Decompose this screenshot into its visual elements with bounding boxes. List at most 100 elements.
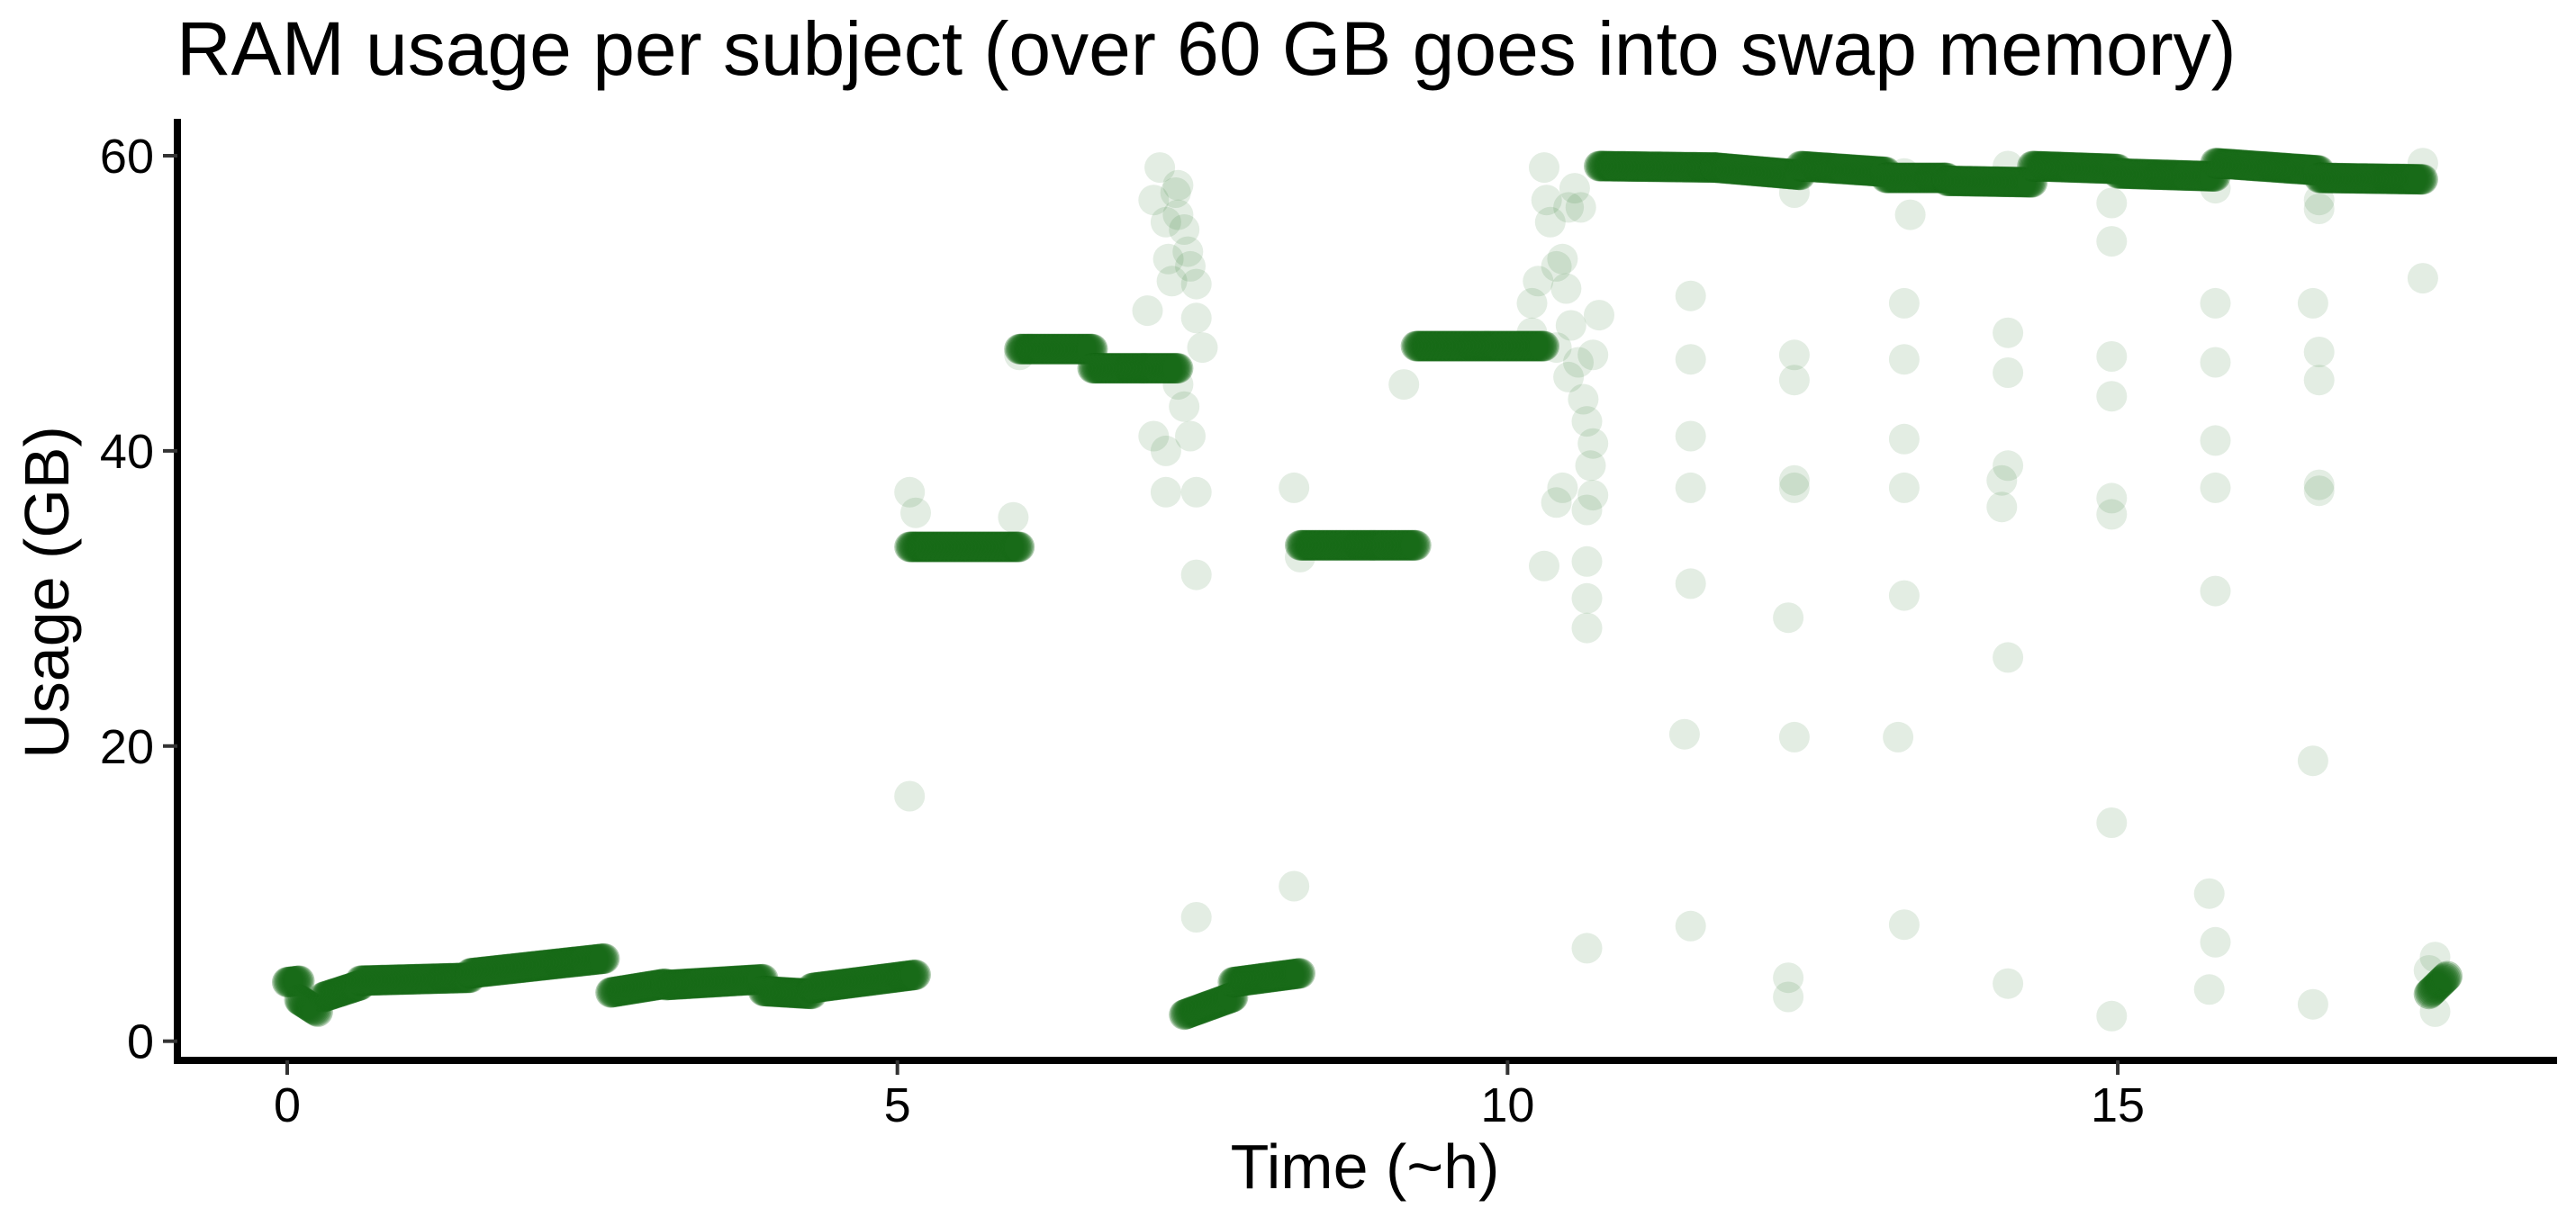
scatter-point <box>513 951 545 983</box>
scatter-point <box>455 962 486 994</box>
scatter-point <box>487 954 519 986</box>
scatter-point <box>690 967 721 998</box>
scatter-point <box>469 956 501 987</box>
scatter-point <box>2096 381 2128 412</box>
scatter-point <box>1675 420 1706 452</box>
scatter-point <box>637 970 668 1002</box>
scatter-point <box>423 963 455 995</box>
scatter-point <box>527 950 558 981</box>
scatter-point <box>400 963 431 995</box>
scatter-point <box>623 972 655 1004</box>
scatter-point <box>2096 807 2128 838</box>
scatter-point <box>627 971 658 1003</box>
scatter-point <box>429 963 460 994</box>
scatter-point <box>438 962 470 994</box>
scatter-point <box>479 955 511 987</box>
scatter-point <box>492 953 522 985</box>
scatter-point <box>391 964 422 996</box>
scatter-point <box>619 973 651 1005</box>
scatter-point <box>345 965 376 996</box>
scatter-point <box>601 976 632 1007</box>
scatter-point <box>497 953 529 985</box>
scatter-point <box>453 962 484 994</box>
scatter-point <box>476 955 508 987</box>
scatter-point <box>614 974 646 1005</box>
scatter-point <box>390 964 421 996</box>
scatter-point <box>574 944 606 976</box>
scatter-point <box>2303 337 2335 367</box>
scatter-point <box>657 969 689 1000</box>
scatter-point <box>1675 280 1706 311</box>
scatter-point <box>369 964 401 996</box>
scatter-point <box>400 963 431 995</box>
scatter-point <box>342 970 374 1002</box>
scatter-point <box>597 977 628 1008</box>
scatter-point <box>283 965 314 996</box>
scatter-point <box>1175 420 1206 452</box>
scatter-point <box>272 967 303 998</box>
scatter-point <box>1778 472 1810 503</box>
scatter-point <box>330 974 361 1005</box>
scatter-point <box>646 969 678 1000</box>
scatter-point <box>329 975 360 1006</box>
scatter-point <box>339 971 370 1003</box>
scatter-point <box>484 954 515 986</box>
scatter-point <box>430 962 462 994</box>
scatter-point <box>1516 317 1548 348</box>
scatter-point <box>623 972 655 1004</box>
scatter-point <box>2096 499 2128 530</box>
scatter-point <box>1675 344 1706 375</box>
scatter-point <box>455 958 486 989</box>
scatter-point <box>1547 472 1578 503</box>
scatter-point <box>1986 491 2018 523</box>
scatter-point <box>1162 369 1194 401</box>
scatter-point <box>321 977 353 1008</box>
scatter-point <box>284 965 315 996</box>
scatter-point <box>662 969 693 1000</box>
scatter-point <box>351 965 383 996</box>
scatter-point <box>310 981 340 1013</box>
scatter-point <box>550 947 581 978</box>
scatter-point <box>1888 287 1920 319</box>
scatter-point <box>606 975 637 1006</box>
scatter-point <box>643 969 673 1001</box>
scatter-point <box>541 948 573 979</box>
scatter-point <box>410 963 441 995</box>
scatter-point <box>635 970 666 1002</box>
scatter-point <box>1675 910 1706 942</box>
scatter-point <box>294 990 325 1022</box>
scatter-point <box>425 963 456 995</box>
scatter-point <box>421 963 453 995</box>
scatter-point <box>525 950 556 981</box>
scatter-point <box>353 965 384 996</box>
scatter-point <box>284 965 315 996</box>
scatter-point <box>314 979 346 1011</box>
scatter-point <box>377 964 409 996</box>
scatter-point <box>516 951 547 982</box>
scatter-point <box>1150 206 1181 238</box>
scatter-point <box>424 963 456 995</box>
scatter-point <box>586 943 618 975</box>
scatter-point <box>630 971 662 1003</box>
scatter-point <box>362 965 393 996</box>
scatter-point <box>511 951 542 983</box>
scatter-point <box>353 965 384 996</box>
scatter-point <box>276 966 307 997</box>
scatter-point <box>289 987 320 1019</box>
scatter-point <box>424 963 456 995</box>
scatter-point <box>407 963 438 995</box>
scatter-point <box>462 957 493 988</box>
scatter-point <box>2303 469 2335 500</box>
scatter-point <box>605 975 636 1006</box>
scatter-point <box>504 952 536 984</box>
scatter-point <box>599 976 630 1007</box>
scatter-point <box>469 956 501 987</box>
scatter-point <box>652 969 683 1001</box>
scatter-point <box>573 944 604 976</box>
scatter-point <box>415 963 447 995</box>
scatter-point <box>401 963 432 995</box>
scatter-point <box>448 962 480 994</box>
scatter-point <box>631 971 663 1002</box>
scatter-point <box>435 962 466 994</box>
scatter-point <box>427 963 458 994</box>
